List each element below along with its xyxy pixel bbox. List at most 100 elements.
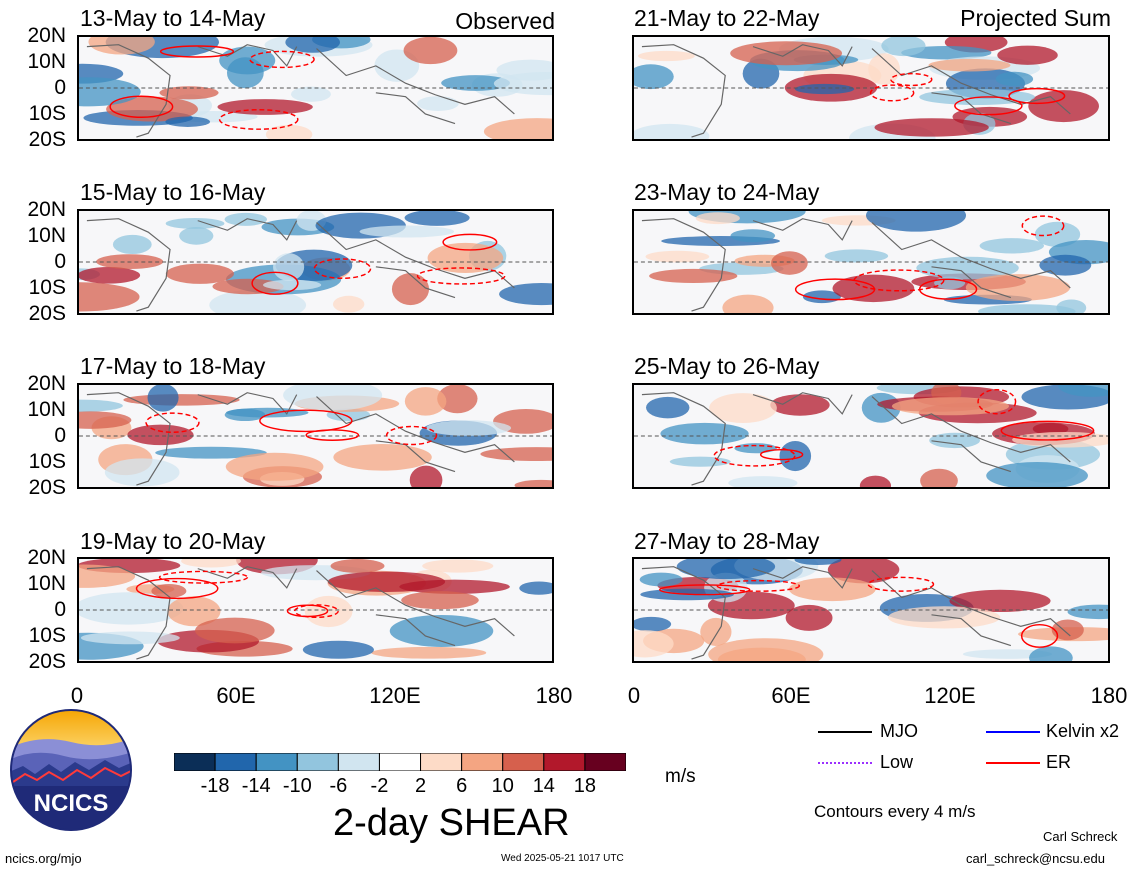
shear-blob [634,124,709,139]
legend-line-kelvin [986,731,1040,733]
legend-label-er: ER [1046,753,1071,771]
shear-blob [928,59,1010,72]
footer-site: ncics.org/mjo [5,852,82,865]
colorbar-swatch [256,753,297,771]
shear-blob [426,420,511,436]
shear-blob [515,480,552,487]
legend-line-low [818,762,872,764]
panel-title-4: 23-May to 24-May [634,181,819,204]
lat-label: 10S [10,277,66,298]
shear-blob [392,273,429,305]
colorbar-units: m/s [665,767,696,786]
shear-blob [422,559,493,572]
er-contour [306,430,358,440]
shear-blob [734,443,776,453]
legend-label-mjo: MJO [880,722,918,740]
shear-blob [219,47,275,75]
lat-label: 20S [10,129,66,150]
shear-blob [770,394,829,415]
colorbar-swatch [544,753,585,771]
panel-title-3: 15-May to 16-May [80,181,265,204]
legend-line-er [986,762,1040,764]
shear-blob [263,280,321,290]
shear-blob [730,41,842,65]
shear-blob [123,394,239,406]
footer-timestamp: Wed 2025-05-21 1017 UTC [501,854,624,864]
lat-label: 0 [10,251,66,272]
shear-blob [401,591,479,609]
shear-blob [1052,619,1084,640]
colorbar-tick-label: 10 [483,776,523,796]
shear-blob [333,296,364,313]
shear-blob [874,118,988,136]
shear-blob [996,72,1033,86]
er-contour [891,74,932,86]
colorbar-swatch [215,753,256,771]
shear-blob [789,577,876,601]
lat-label: 10S [10,451,66,472]
shear-blob [640,573,683,587]
colorbar-swatch [174,753,215,771]
lon-label-120e-left: 120E [355,685,435,707]
panel-title-7: 19-May to 20-May [80,530,265,553]
panel-tag-observed: Observed [400,10,555,33]
shear-blob [266,125,313,139]
map-panel-1 [77,35,554,141]
shear-blob [273,253,304,281]
shear-blob [328,572,445,592]
shear-blob [81,631,180,644]
footer-email: carl_schreck@ncsu.edu [966,852,1105,865]
shear-blob [331,559,385,573]
contours-note: Contours every 4 m/s [814,803,976,820]
legend-line-mjo [818,731,872,733]
logo-text: NCICS [34,790,109,817]
shear-blob [480,447,552,461]
er-contour [871,85,914,101]
lat-label: 20S [10,651,66,672]
panel-title-1: 13-May to 14-May [80,7,265,30]
shear-blob [166,218,225,229]
lat-label: 10N [10,573,66,594]
shear-blob [127,425,193,445]
map-panel-7 [77,557,554,663]
shear-blob [1039,255,1091,276]
colorbar-tick-label: -10 [277,776,317,796]
colorbar-tick-label: 18 [565,776,605,796]
shear-blob [390,615,494,647]
shear-blob [649,269,737,283]
colorbar-swatch [338,753,379,771]
colorbar-swatch [503,753,544,771]
shear-blob [417,96,459,111]
shear-blob [670,457,731,467]
map-panel-2 [632,35,1110,141]
lon-label-180-right: 180 [1069,685,1135,707]
colorbar-tick-label: -18 [195,776,235,796]
shear-blob [148,385,179,412]
shear-blob [333,444,431,471]
lat-label: 20S [10,303,66,324]
shear-blob [226,453,324,481]
colorbar-tick-label: -6 [318,776,358,796]
panel-title-5: 17-May to 18-May [80,355,265,378]
shear-blob [646,397,689,418]
shear-blob [165,116,210,126]
shear-blob [291,87,331,102]
map-panel-6 [632,383,1110,489]
shear-blob [638,51,695,61]
shear-blob [195,618,275,644]
lat-label: 10S [10,625,66,646]
shear-blob [892,397,1009,415]
lon-label-60e-left: 60E [196,685,276,707]
legend-label-kelvin: Kelvin x2 [1046,722,1119,740]
shear-blob [634,64,674,89]
lat-label: 10N [10,225,66,246]
shear-blob [700,618,731,646]
lon-label-180-left: 180 [514,685,594,707]
shear-blob [722,295,773,313]
shear-blob [410,466,443,487]
lat-label: 0 [10,425,66,446]
shear-blob [866,211,966,232]
shear-blob [997,46,1057,65]
shear-blob [646,251,710,263]
colorbar-swatch [462,753,503,771]
